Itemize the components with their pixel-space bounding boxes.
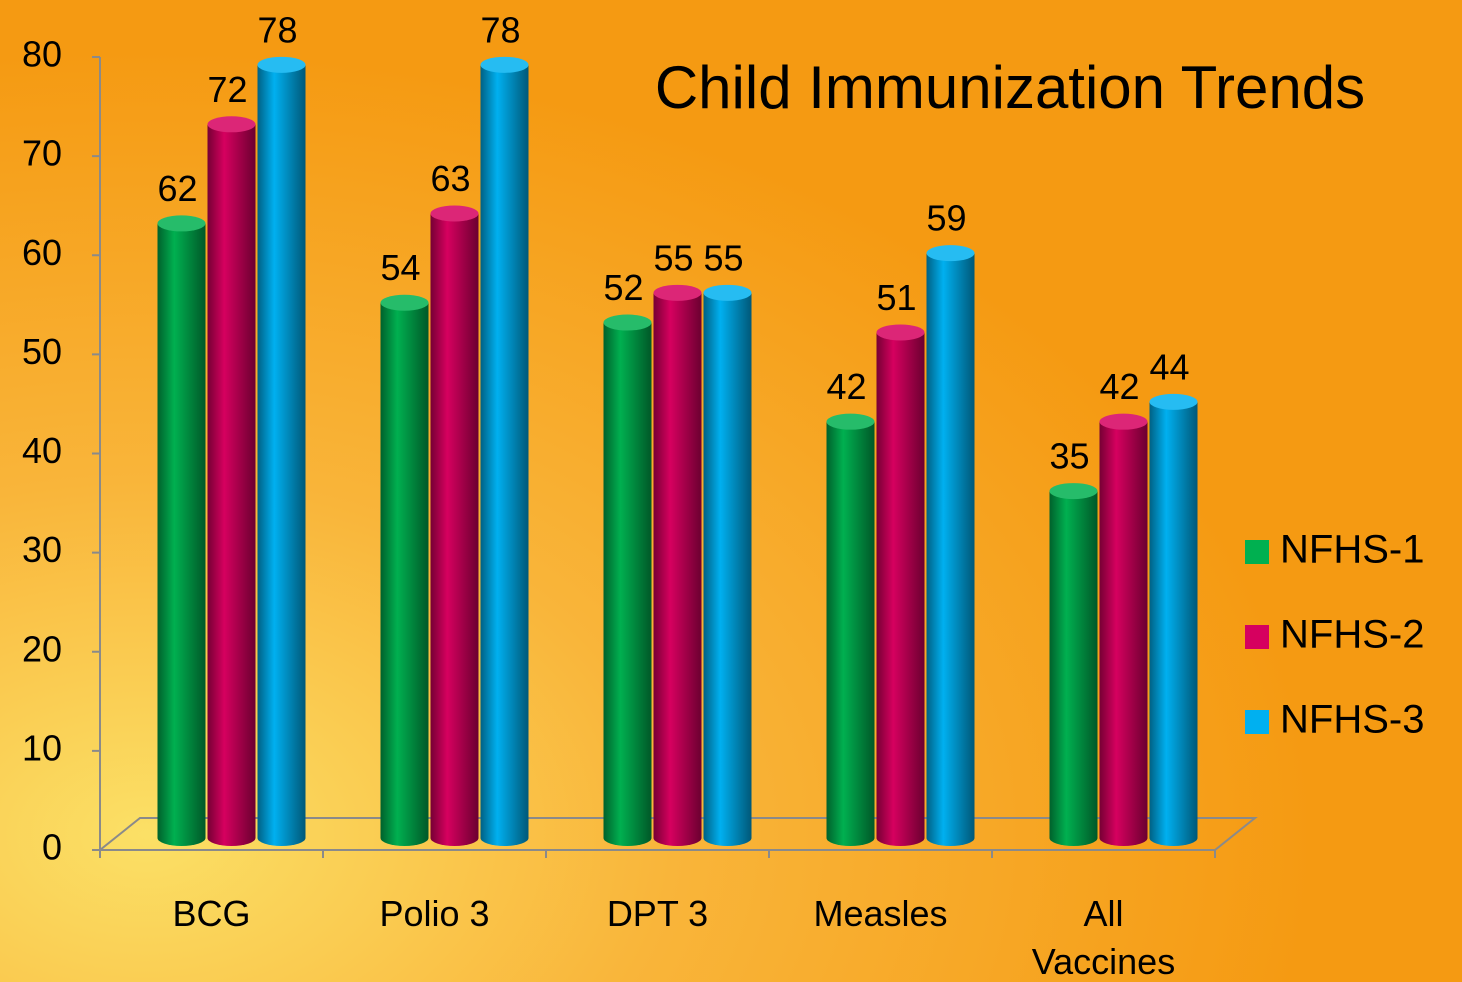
y-tick-label: 70 <box>22 133 62 174</box>
y-tick-label: 20 <box>22 628 62 669</box>
y-tick-label: 10 <box>22 727 62 768</box>
bar-top <box>653 284 702 301</box>
legend-swatch <box>1245 540 1269 564</box>
bar-bottom <box>703 830 752 846</box>
bar-body <box>653 292 702 838</box>
bar <box>480 56 529 846</box>
bar-bottom <box>207 830 256 846</box>
x-tick-label: BCG <box>172 893 251 934</box>
bar-body <box>926 253 975 839</box>
bar-body <box>257 64 306 838</box>
bar-bottom <box>1049 830 1098 846</box>
y-tick-label: 40 <box>22 430 62 471</box>
bar-bottom <box>157 830 206 846</box>
data-label: 51 <box>876 277 916 318</box>
bar-top <box>430 205 479 222</box>
legend-label: NFHS-1 <box>1280 528 1424 572</box>
legend-swatch <box>1245 710 1269 734</box>
bar-body <box>876 332 925 838</box>
bar-body <box>603 322 652 838</box>
bar <box>257 56 306 846</box>
data-label: 63 <box>430 158 470 199</box>
bar-top <box>603 314 652 331</box>
x-tick-label: Polio 3 <box>379 893 490 934</box>
bar <box>876 324 925 846</box>
bar-top <box>1099 413 1148 430</box>
data-label: 59 <box>926 198 966 239</box>
bar-body <box>430 213 479 838</box>
bar-body <box>1149 401 1198 838</box>
legend-label: NFHS-3 <box>1280 698 1424 742</box>
bar-top <box>480 56 529 73</box>
y-tick-label: 80 <box>22 34 62 75</box>
data-label: 72 <box>207 69 247 110</box>
bar-bottom <box>1149 830 1198 846</box>
data-label: 42 <box>826 366 866 407</box>
bar-bottom <box>653 830 702 846</box>
bar <box>826 413 875 846</box>
bar <box>1049 483 1098 846</box>
legend-label: NFHS-2 <box>1280 613 1424 657</box>
data-label: 78 <box>480 9 520 50</box>
y-tick-label: 60 <box>22 232 62 273</box>
bar-top <box>876 324 925 341</box>
bar-body <box>157 223 206 839</box>
bar <box>207 116 256 846</box>
x-tick-label: DPT 3 <box>606 893 709 934</box>
bar-top <box>257 56 306 73</box>
y-tick-label: 50 <box>22 331 62 372</box>
bar-bottom <box>1099 830 1148 846</box>
bar <box>603 314 652 846</box>
data-label: 44 <box>1149 346 1189 387</box>
data-label: 55 <box>703 237 743 278</box>
x-tick-label: Measles <box>813 893 948 934</box>
bar-top <box>826 413 875 430</box>
bar-body <box>826 421 875 838</box>
bar-top <box>703 284 752 301</box>
bar-top <box>207 116 256 133</box>
bar <box>380 294 429 846</box>
bar <box>703 284 752 846</box>
bar-bottom <box>430 830 479 846</box>
y-tick-label: 30 <box>22 529 62 570</box>
legend-swatch <box>1245 625 1269 649</box>
bar-body <box>1099 421 1148 838</box>
bar-top <box>380 294 429 311</box>
bar-bottom <box>257 830 306 846</box>
bar-top <box>1049 483 1098 500</box>
bar-body <box>480 64 529 838</box>
chart-title: Child Immunization Trends <box>655 54 1365 121</box>
data-label: 52 <box>603 267 643 308</box>
bar-bottom <box>826 830 875 846</box>
bar-bottom <box>926 830 975 846</box>
data-label: 78 <box>257 9 297 50</box>
y-tick-label: 0 <box>42 827 62 868</box>
bar <box>653 284 702 846</box>
bar-body <box>207 124 256 839</box>
data-label: 42 <box>1099 366 1139 407</box>
bar <box>430 205 479 846</box>
data-label: 35 <box>1049 436 1089 477</box>
bar-body <box>703 292 752 838</box>
bar-body <box>380 302 429 839</box>
bar-bottom <box>480 830 529 846</box>
data-label: 55 <box>653 237 693 278</box>
bar <box>1149 393 1198 846</box>
bar-top <box>1149 393 1198 410</box>
bar-top <box>926 245 975 262</box>
bar-body <box>1049 491 1098 838</box>
bar-top <box>157 215 206 232</box>
bar-bottom <box>380 830 429 846</box>
bar <box>926 245 975 846</box>
bar-bottom <box>603 830 652 846</box>
data-label: 62 <box>157 168 197 209</box>
x-tick-label: All Vaccines <box>1031 893 1176 982</box>
bar <box>1099 413 1148 846</box>
bar <box>157 215 206 846</box>
data-label: 54 <box>380 247 420 288</box>
bar-bottom <box>876 830 925 846</box>
